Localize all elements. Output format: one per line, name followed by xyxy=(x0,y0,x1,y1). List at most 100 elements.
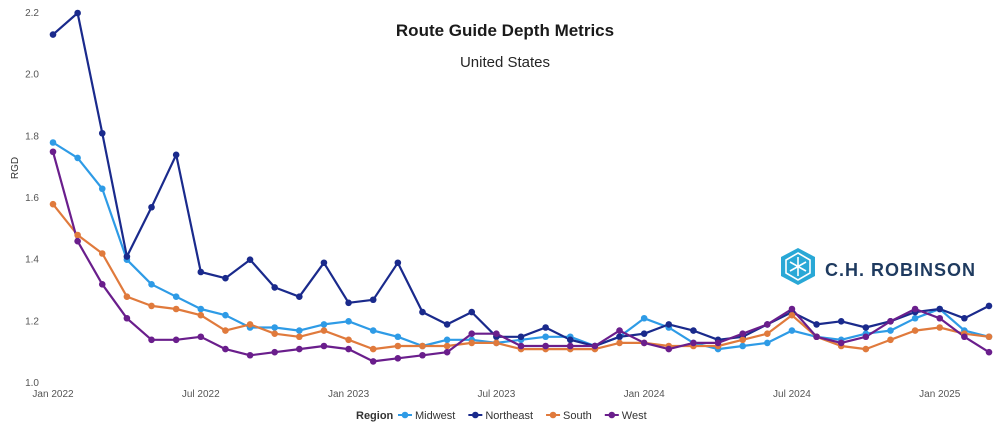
x-tick-label: Jan 2022 xyxy=(32,389,74,400)
data-point-south xyxy=(271,330,278,337)
data-point-northeast xyxy=(566,336,574,344)
logo-hexagon-icon xyxy=(781,248,815,285)
data-point-northeast xyxy=(197,268,205,276)
data-point-northeast xyxy=(665,321,673,328)
data-point-northeast xyxy=(222,274,229,282)
data-point-northeast xyxy=(296,293,303,300)
x-tick-label: Jul 2022 xyxy=(182,389,220,400)
data-point-northeast xyxy=(542,324,549,331)
data-point-midwest xyxy=(394,333,402,341)
data-point-south xyxy=(394,342,402,350)
data-point-midwest xyxy=(172,293,180,300)
data-point-midwest xyxy=(197,305,205,313)
data-point-south xyxy=(468,339,476,347)
data-point-midwest xyxy=(443,336,451,344)
brand-logo: C.H. ROBINSON xyxy=(781,248,976,285)
data-point-west xyxy=(148,336,155,344)
data-point-northeast xyxy=(813,321,820,328)
data-point-northeast xyxy=(49,31,57,38)
data-point-west xyxy=(443,348,451,356)
data-point-west xyxy=(665,345,673,353)
y-tick-label: 2.2 xyxy=(25,8,39,19)
legend-marker-west xyxy=(608,411,616,419)
data-point-midwest xyxy=(640,314,648,322)
data-point-northeast xyxy=(862,324,870,331)
legend: Region Midwest Northeast South West xyxy=(356,410,647,422)
data-point-northeast xyxy=(690,327,697,334)
data-point-northeast xyxy=(123,253,131,260)
data-point-south xyxy=(49,200,57,208)
data-point-south xyxy=(887,336,894,344)
data-point-northeast xyxy=(98,129,106,137)
y-tick-label: 1.6 xyxy=(25,193,39,204)
data-point-west xyxy=(369,358,377,365)
data-point-west xyxy=(566,342,574,350)
data-point-west xyxy=(172,336,180,344)
brand-name: C.H. ROBINSON xyxy=(825,260,976,280)
data-point-west xyxy=(271,348,278,356)
data-point-west xyxy=(739,330,746,337)
data-point-west xyxy=(345,345,352,353)
data-point-west xyxy=(123,314,131,322)
legend-marker-northeast xyxy=(472,411,479,419)
data-point-south xyxy=(443,342,451,350)
x-tick-label: Jan 2023 xyxy=(328,389,370,400)
data-point-south xyxy=(197,311,205,319)
legend-item-south: South xyxy=(546,410,592,422)
series-points xyxy=(49,9,993,365)
data-point-west xyxy=(49,148,57,156)
data-point-midwest xyxy=(739,342,746,350)
data-point-west xyxy=(714,339,722,347)
data-point-west xyxy=(394,355,402,362)
data-point-south xyxy=(862,345,870,353)
data-point-northeast xyxy=(148,203,155,211)
y-tick-label: 1.2 xyxy=(25,316,39,327)
data-point-south xyxy=(74,231,81,239)
data-point-west xyxy=(764,321,771,328)
data-point-south xyxy=(296,333,303,341)
data-point-south xyxy=(493,339,500,347)
legend-label-midwest: Midwest xyxy=(415,410,455,422)
data-point-west xyxy=(222,345,229,353)
data-point-west xyxy=(419,351,426,359)
data-point-west xyxy=(591,342,599,350)
data-point-south xyxy=(222,327,229,334)
data-point-west xyxy=(616,327,623,334)
data-point-midwest xyxy=(887,327,894,334)
legend-item-northeast: Northeast xyxy=(468,410,533,422)
data-point-northeast xyxy=(517,333,525,341)
data-point-midwest xyxy=(49,139,57,146)
data-point-west xyxy=(690,339,697,347)
data-point-northeast xyxy=(837,318,845,325)
data-point-south xyxy=(369,345,377,353)
data-point-south xyxy=(936,324,944,331)
data-point-south xyxy=(123,293,131,300)
x-tick-label: Jan 2025 xyxy=(919,389,961,400)
data-point-south xyxy=(172,305,180,313)
data-point-west xyxy=(320,342,328,350)
data-point-northeast xyxy=(74,9,81,17)
data-point-west xyxy=(74,237,81,245)
legend-label-west: West xyxy=(622,410,647,422)
series-line-west xyxy=(51,151,990,363)
data-point-west xyxy=(961,333,968,341)
data-point-northeast xyxy=(369,296,377,304)
data-point-west xyxy=(985,348,993,356)
data-point-midwest xyxy=(222,311,229,319)
data-point-northeast xyxy=(394,259,402,267)
data-point-west xyxy=(813,333,820,341)
data-point-midwest xyxy=(764,339,771,347)
data-point-west xyxy=(197,333,205,341)
data-point-south xyxy=(739,336,746,344)
legend-title: Region xyxy=(356,410,394,422)
chart-title: Route Guide Depth Metrics xyxy=(396,21,614,40)
data-point-west xyxy=(493,330,500,337)
data-point-midwest xyxy=(98,185,106,193)
data-point-northeast xyxy=(271,284,278,291)
data-point-northeast xyxy=(961,314,968,322)
data-point-south xyxy=(788,311,796,319)
x-axis: Jan 2022 Jul 2022 Jan 2023 Jul 2023 Jan 2024… xyxy=(32,389,960,400)
data-point-south xyxy=(764,330,771,337)
data-point-northeast xyxy=(246,256,254,263)
data-point-south xyxy=(320,327,328,334)
